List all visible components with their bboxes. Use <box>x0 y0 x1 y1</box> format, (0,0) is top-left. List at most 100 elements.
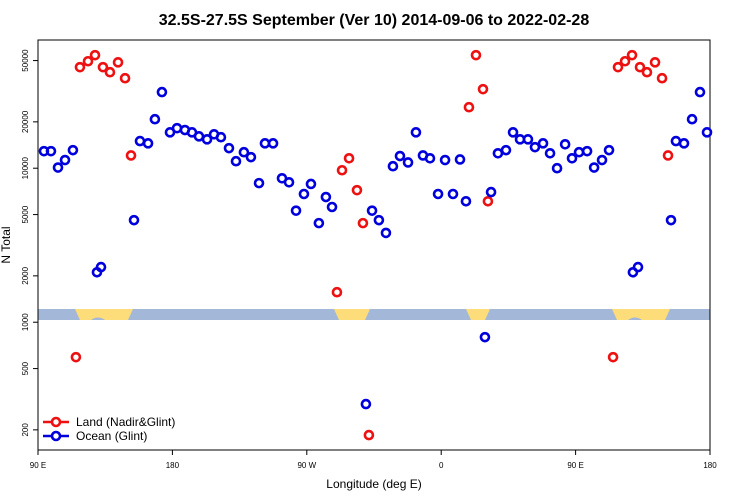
point <box>566 152 578 164</box>
legend-label: Ocean (Glint) <box>76 429 147 443</box>
point <box>253 177 265 189</box>
surface-strip <box>38 309 710 320</box>
point <box>59 154 71 166</box>
point <box>67 144 79 156</box>
point <box>694 86 706 98</box>
point <box>380 227 392 239</box>
point <box>238 146 250 158</box>
x-tick-label: 0 <box>439 461 444 470</box>
point <box>686 113 698 125</box>
point <box>331 286 343 298</box>
y-tick-label: 1000 <box>21 313 30 331</box>
point <box>305 178 317 190</box>
point <box>89 49 101 61</box>
point <box>424 152 436 164</box>
legend-marker <box>50 430 62 442</box>
point <box>470 49 482 61</box>
point <box>410 127 422 138</box>
point <box>529 141 541 153</box>
point <box>366 205 378 216</box>
point <box>439 154 451 166</box>
point <box>678 138 690 149</box>
y-tick-label: 200 <box>21 423 30 437</box>
point <box>360 398 372 410</box>
plot-frame <box>37 39 711 451</box>
point <box>149 113 161 125</box>
point <box>223 142 235 154</box>
point <box>142 138 154 149</box>
point <box>612 61 624 73</box>
x-tick-label: 90 E <box>30 461 46 470</box>
point <box>507 127 519 138</box>
y-tick-label: 20000 <box>21 110 30 133</box>
legend-label: Land (Nadir&Glint) <box>76 415 175 429</box>
point <box>290 205 302 216</box>
point <box>97 61 109 73</box>
point <box>537 138 549 149</box>
point <box>447 188 459 200</box>
point <box>573 146 585 158</box>
point <box>482 195 494 207</box>
point <box>603 144 615 156</box>
point <box>402 157 414 168</box>
point <box>479 331 491 343</box>
point <box>119 72 131 84</box>
point <box>95 261 107 273</box>
point <box>283 177 295 188</box>
point <box>522 134 534 145</box>
point <box>336 164 348 176</box>
legend-marker <box>50 416 62 428</box>
point <box>320 191 332 203</box>
point <box>215 131 227 143</box>
y-tick-label: 2000 <box>21 266 30 284</box>
point <box>82 55 94 67</box>
x-tick-label: 90 E <box>567 461 583 470</box>
point <box>125 150 137 161</box>
point <box>634 61 646 73</box>
point <box>463 101 475 113</box>
point <box>551 162 563 174</box>
point <box>665 214 677 226</box>
point <box>607 351 619 363</box>
point <box>632 261 644 273</box>
point <box>432 188 444 200</box>
point <box>201 134 213 145</box>
point <box>588 162 600 173</box>
point <box>581 145 593 157</box>
point <box>701 127 713 138</box>
point <box>373 214 385 226</box>
point <box>351 184 363 196</box>
x-tick-label: 180 <box>166 461 180 470</box>
point <box>454 154 466 165</box>
point <box>656 72 668 84</box>
point <box>363 429 375 441</box>
point <box>298 188 310 200</box>
point <box>394 150 406 162</box>
point <box>649 57 661 68</box>
point <box>641 66 653 78</box>
point <box>245 151 257 163</box>
point <box>52 162 64 173</box>
point <box>230 155 242 167</box>
point <box>112 57 124 68</box>
point <box>326 201 338 213</box>
point <box>357 217 369 229</box>
y-axis-label: N Total <box>0 226 13 263</box>
x-tick-label: 90 W <box>297 461 316 470</box>
point <box>485 186 497 198</box>
point <box>267 138 279 149</box>
point <box>104 66 116 78</box>
point <box>313 217 325 229</box>
point <box>343 152 355 164</box>
y-tick-label: 10000 <box>21 157 30 180</box>
chart-title: 32.5S-27.5S September (Ver 10) 2014-09-0… <box>159 12 590 29</box>
point <box>662 150 674 161</box>
point <box>387 160 399 172</box>
point <box>544 147 556 159</box>
point <box>460 195 472 207</box>
point <box>156 86 168 98</box>
y-tick-label: 500 <box>21 361 30 375</box>
x-tick-label: 180 <box>703 461 717 470</box>
point <box>559 138 571 150</box>
